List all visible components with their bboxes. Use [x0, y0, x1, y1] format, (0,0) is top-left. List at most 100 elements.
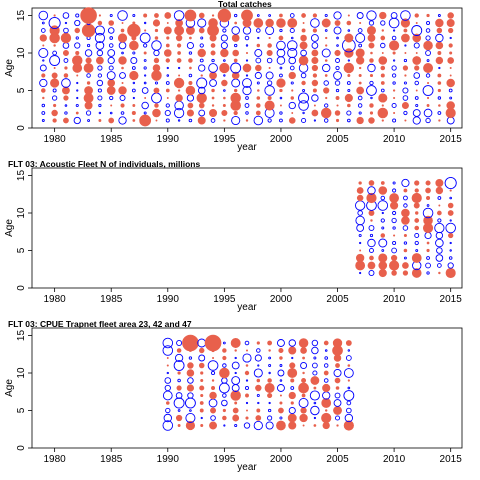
positive-residual-bubble	[301, 28, 306, 33]
positive-residual-bubble	[334, 377, 341, 384]
positive-residual-bubble	[189, 36, 192, 40]
negative-residual-bubble	[279, 111, 283, 115]
positive-residual-bubble	[211, 104, 215, 107]
positive-residual-bubble	[83, 63, 94, 73]
negative-residual-bubble	[300, 362, 308, 369]
negative-residual-bubble	[355, 215, 365, 226]
positive-residual-bubble	[197, 116, 206, 125]
negative-residual-bubble	[118, 116, 127, 125]
positive-residual-bubble	[223, 96, 226, 100]
positive-residual-bubble	[299, 41, 308, 50]
negative-residual-bubble	[86, 73, 91, 78]
negative-residual-bubble	[287, 40, 298, 51]
negative-residual-bubble	[378, 238, 388, 248]
negative-residual-bubble	[207, 360, 219, 371]
positive-residual-bubble	[389, 40, 400, 51]
positive-residual-bubble	[256, 378, 261, 383]
negative-residual-bubble	[186, 94, 195, 102]
positive-residual-bubble	[131, 110, 136, 116]
positive-residual-bubble	[53, 67, 56, 69]
negative-residual-bubble	[347, 386, 351, 390]
negative-residual-bubble	[298, 398, 309, 408]
plot-frame	[31, 167, 463, 289]
negative-residual-bubble	[144, 74, 147, 77]
positive-residual-bubble	[302, 424, 305, 427]
negative-residual-bubble	[291, 356, 294, 360]
positive-residual-bubble	[177, 51, 181, 55]
negative-residual-bubble	[74, 42, 81, 49]
positive-residual-bubble	[209, 421, 218, 430]
positive-residual-bubble	[312, 73, 318, 78]
positive-residual-bubble	[177, 371, 181, 375]
positive-residual-bubble	[325, 96, 328, 100]
positive-residual-bubble	[414, 218, 420, 223]
negative-residual-bubble	[40, 28, 46, 33]
y-tick-label: 10	[16, 47, 27, 59]
positive-residual-bubble	[198, 27, 205, 34]
negative-residual-bubble	[107, 27, 115, 34]
negative-residual-bubble	[412, 116, 421, 125]
positive-residual-bubble	[108, 20, 115, 26]
negative-residual-bubble	[344, 413, 354, 423]
positive-residual-bubble	[437, 88, 441, 93]
positive-residual-bubble	[175, 34, 183, 42]
negative-residual-bubble	[166, 371, 169, 375]
positive-residual-bubble	[212, 356, 215, 360]
negative-residual-bubble	[449, 36, 452, 40]
positive-residual-bubble	[412, 33, 422, 43]
positive-residual-bubble	[449, 51, 453, 55]
positive-residual-bubble	[334, 20, 341, 26]
positive-residual-bubble	[200, 371, 204, 375]
panel-2: FLT 03: Acoustic Fleet N of individuals,…	[4, 159, 463, 313]
negative-residual-bubble	[196, 77, 208, 89]
x-tick-label: 2015	[440, 294, 463, 305]
negative-residual-bubble	[346, 110, 352, 116]
positive-residual-bubble	[199, 347, 205, 354]
negative-residual-bubble	[412, 109, 421, 117]
negative-residual-bubble	[64, 104, 68, 107]
positive-residual-bubble	[268, 36, 271, 40]
negative-residual-bubble	[162, 390, 173, 401]
positive-residual-bubble	[74, 27, 80, 34]
positive-residual-bubble	[222, 104, 226, 107]
positive-residual-bubble	[245, 119, 249, 122]
negative-residual-bubble	[164, 109, 171, 117]
negative-residual-bubble	[97, 95, 103, 101]
positive-residual-bubble	[267, 392, 273, 399]
negative-residual-bubble	[198, 64, 206, 72]
positive-residual-bubble	[267, 378, 272, 383]
negative-residual-bubble	[266, 57, 273, 64]
positive-residual-bubble	[186, 109, 194, 117]
negative-residual-bubble	[220, 41, 228, 50]
x-tick-label: 2000	[270, 294, 293, 305]
negative-residual-bubble	[267, 118, 272, 123]
bubble-layer	[162, 334, 355, 431]
negative-residual-bubble	[356, 12, 364, 19]
negative-residual-bubble	[222, 28, 227, 33]
negative-residual-bubble	[198, 354, 206, 362]
positive-residual-bubble	[380, 81, 385, 85]
x-tick-label: 2000	[270, 134, 293, 145]
positive-residual-bubble	[265, 18, 274, 28]
plot-frame	[31, 327, 463, 449]
positive-residual-bubble	[378, 186, 388, 195]
negative-residual-bubble	[311, 346, 319, 355]
y-tick-label: 15	[16, 330, 27, 342]
positive-residual-bubble	[267, 340, 273, 346]
negative-residual-bubble	[289, 27, 295, 34]
negative-residual-bubble	[323, 118, 329, 123]
negative-residual-bubble	[256, 28, 261, 33]
positive-residual-bubble	[267, 96, 272, 101]
positive-residual-bubble	[199, 408, 204, 413]
positive-residual-bubble	[245, 364, 249, 367]
negative-residual-bubble	[402, 95, 409, 101]
negative-residual-bubble	[423, 108, 433, 118]
positive-residual-bubble	[335, 96, 340, 100]
positive-residual-bubble	[129, 70, 139, 81]
positive-residual-bubble	[402, 270, 409, 276]
negative-residual-bubble	[245, 59, 249, 62]
negative-residual-bubble	[97, 65, 103, 71]
positive-residual-bubble	[199, 385, 205, 391]
negative-residual-bubble	[437, 218, 442, 223]
positive-residual-bubble	[325, 409, 328, 412]
